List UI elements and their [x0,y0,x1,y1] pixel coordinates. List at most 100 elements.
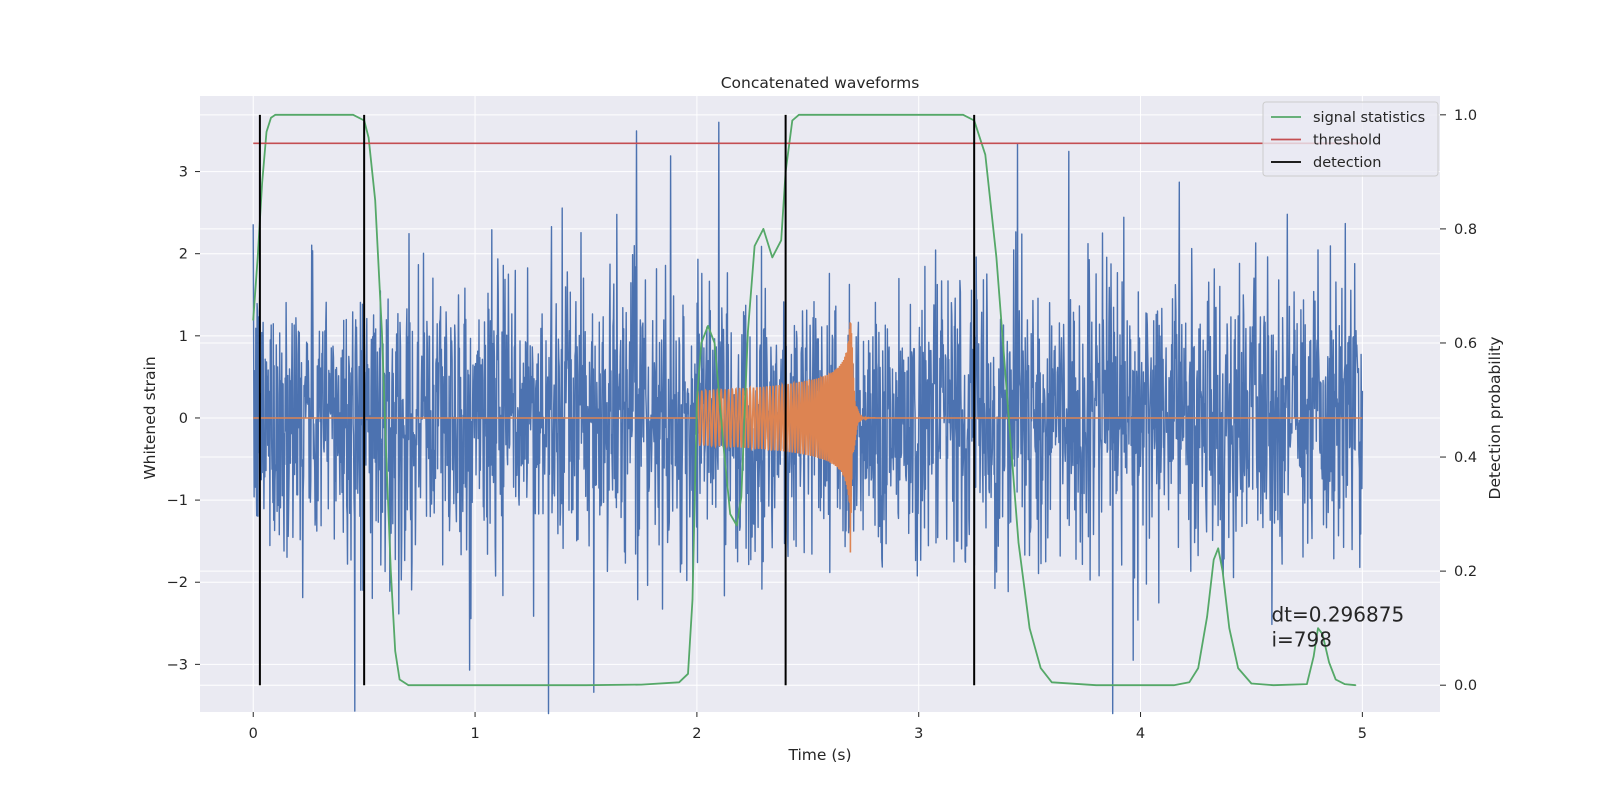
right-y-tick-label-3: 0.6 [1454,336,1477,352]
signal-statistics-point-23 [687,673,689,675]
signal-statistics-point-18 [452,684,454,686]
signal-statistics-point-0 [252,319,254,321]
signal-statistics-point-29 [722,445,725,447]
annotations: dt=0.296875 i=798 [1271,603,1404,652]
signal-statistics-point-73 [1355,684,1357,686]
signal-statistics-point-35 [762,228,765,230]
right-y-axis-ticks: 0.0 0.2 0.4 0.6 0.8 1.0 [1440,108,1477,694]
signal-statistics-point-28 [714,342,716,344]
signal-statistics-point-2 [261,182,263,184]
x-axis-label: Time (s) [787,746,851,764]
signal-statistics-point-68 [1317,627,1319,629]
x-tick-label-5: 5 [1358,726,1367,742]
signal-statistics-point-64 [1250,682,1253,685]
chart-title: Concatenated waveforms [721,74,920,92]
left-y-axis-ticks: −3 −2 −1 0 1 2 3 [167,165,200,673]
chirp-waveform-line [253,322,1363,553]
signal-statistics-point-49 [1017,542,1020,544]
legend-label-2: detection [1313,155,1381,171]
signal-statistics-point-11 [374,199,376,201]
chirp-waveform-series [253,322,1363,553]
x-tick-label-1: 1 [470,726,479,742]
signal-statistics-point-6 [285,114,288,116]
left-y-tick-label-6: 3 [179,165,188,181]
signal-statistics-point-60 [1217,547,1219,549]
x-tick-label-4: 4 [1136,726,1145,742]
signal-statistics-point-33 [747,330,749,333]
signal-statistics-point-36 [771,256,773,259]
right-y-tick-label-2: 0.4 [1454,450,1477,466]
detection-series [258,114,976,686]
signal-statistics-point-14 [390,570,392,572]
signal-statistics-point-52 [1051,681,1053,683]
signal-statistics-point-27 [707,325,709,327]
left-y-axis-label: Whitened strain [141,356,159,479]
signal-statistics-point-56 [1188,681,1190,683]
signal-statistics-line [252,113,1356,687]
signal-statistics-point-1 [257,256,259,259]
legend-box [1262,101,1439,177]
signal-statistics-point-22 [678,681,680,683]
signal-statistics-point-70 [1328,661,1330,663]
signal-statistics-point-53 [1095,684,1097,686]
signal-statistics-point-34 [753,245,756,247]
signal-statistics-point-26 [700,342,702,344]
signal-statistics-point-67 [1312,656,1315,658]
signal-statistics-point-61 [1222,570,1224,572]
signal-statistics-point-15 [394,650,396,652]
signal-statistics-point-16 [399,678,401,681]
signal-statistics-point-25 [696,399,698,401]
left-y-tick-label-1: −2 [167,575,188,591]
signal-statistics-point-47 [995,256,997,259]
right-y-tick-label-5: 1.0 [1454,108,1477,124]
signal-statistics-point-12 [381,330,383,333]
signal-statistics-point-13 [385,456,387,458]
signal-statistics-point-69 [1321,633,1324,635]
signal-statistics-point-63 [1237,667,1239,669]
annotation-0: dt=0.296875 [1271,603,1404,627]
signal-statistics-point-20 [585,684,587,686]
annotation-1: i=798 [1271,627,1332,651]
signal-statistics-point-24 [691,599,694,601]
signal-statistics-point-57 [1197,667,1199,669]
left-y-tick-label-5: 2 [179,247,188,263]
signal-statistics-point-54 [1139,684,1142,686]
signal-statistics-point-32 [740,496,742,498]
right-y-tick-label-0: 0.0 [1454,678,1477,694]
right-y-tick-label-1: 0.2 [1454,564,1477,580]
signal-statistics-point-8 [352,114,354,116]
signal-statistics-point-40 [798,114,800,116]
left-y-tick-label-3: 0 [179,411,188,427]
left-y-tick-label-2: −1 [167,493,188,509]
signal-statistics-point-58 [1206,616,1208,618]
signal-statistics-point-7 [319,114,321,116]
signal-statistics-point-55 [1173,684,1175,686]
signal-statistics-point-19 [518,684,521,686]
signal-statistics-point-43 [918,114,920,116]
signal-statistics-point-46 [984,154,986,156]
x-tick-label-3: 3 [914,726,923,742]
right-y-tick-label-4: 0.8 [1454,222,1477,238]
left-y-tick-label-0: −3 [167,657,188,673]
signal-statistics-point-39 [791,119,793,122]
signal-statistics-point-50 [1029,627,1031,629]
signal-statistics-point-21 [640,684,643,686]
legend-label-0: signal statistics [1313,110,1425,126]
signal-statistics-point-17 [407,684,410,686]
signal-statistics-series [252,113,1357,687]
legend-label-1: threshold [1313,133,1381,149]
signal-statistics-point-10 [367,137,370,139]
x-tick-label-0: 0 [249,726,258,742]
signal-statistics-point-41 [807,114,809,116]
signal-statistics-point-44 [962,114,964,116]
signal-statistics-point-51 [1040,667,1042,669]
signal-statistics-point-66 [1306,683,1308,685]
signal-statistics-point-71 [1335,678,1337,681]
signal-statistics-point-62 [1228,627,1230,629]
signal-statistics-point-42 [851,114,853,116]
signal-statistics-point-59 [1213,559,1215,561]
signal-statistics-point-30 [729,513,731,515]
signal-statistics-point-72 [1344,683,1346,685]
signal-statistics-point-37 [780,239,782,241]
